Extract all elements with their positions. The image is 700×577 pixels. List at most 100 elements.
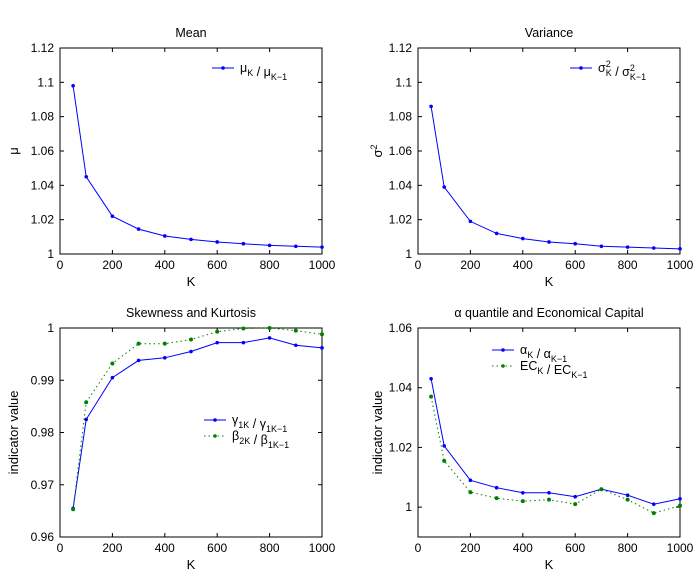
y-tick-label: 1.08	[389, 110, 413, 124]
data-point	[267, 326, 272, 330]
data-point	[84, 417, 88, 422]
data-point	[293, 328, 298, 333]
series-1	[71, 83, 324, 249]
data-point	[678, 496, 682, 501]
legend-label: β2K / β1K−1	[232, 429, 289, 450]
x-tick-label: 0	[57, 541, 64, 555]
data-point	[442, 444, 447, 448]
panel-2: Variance 0 200 400 600 800 1000 1 1.02 1.04 1.06 1.…	[369, 26, 694, 289]
panel-4: α quantile and Economical Capital 0 200 400…	[370, 306, 694, 572]
data-point	[429, 104, 433, 109]
x-tick-label: 600	[565, 541, 585, 555]
legend-entry-1: σ2 K / σ2 K−1	[570, 59, 646, 82]
legend-marker	[579, 66, 583, 70]
x-tick-label: 0	[415, 541, 422, 555]
data-point	[429, 394, 434, 399]
x-axis-label: K	[187, 557, 196, 572]
y-axis-label: σ2	[369, 144, 385, 157]
data-point	[468, 478, 473, 483]
data-point	[241, 326, 246, 331]
y-tick-label: 1.02	[389, 213, 413, 227]
data-point	[189, 237, 193, 242]
data-point	[71, 83, 75, 88]
x-tick-label: 600	[565, 258, 585, 272]
y-tick-label: 1.06	[389, 321, 413, 335]
data-point	[521, 236, 525, 241]
data-point	[215, 240, 219, 244]
data-point	[163, 234, 167, 238]
y-tick-label: 0.98	[31, 426, 55, 440]
data-point	[241, 241, 246, 246]
series-2	[71, 326, 324, 512]
legend-entry-1: αK / αK−1	[492, 343, 567, 364]
legend-marker	[501, 364, 505, 368]
data-point	[468, 490, 473, 495]
series-1	[71, 336, 324, 511]
x-tick-label: 400	[155, 258, 175, 272]
data-point	[110, 375, 115, 380]
data-point	[84, 400, 89, 405]
y-tick-label: 1	[405, 500, 412, 514]
y-tick-label: 1.02	[389, 440, 413, 454]
data-point	[320, 346, 324, 350]
panel-3: Skewness and Kurtosis 0 200 400 600 800 1000 0.…	[6, 306, 336, 572]
data-point	[267, 243, 272, 248]
data-point	[215, 340, 219, 345]
data-point	[215, 329, 220, 334]
series-line	[430, 378, 681, 505]
x-tick-label: 800	[618, 258, 638, 272]
axes-box	[417, 327, 681, 538]
data-point	[652, 246, 656, 250]
legend-label: γ1K / γ1K−1	[232, 413, 287, 434]
y-tick-label: 1.04	[389, 381, 413, 395]
x-tick-label: 800	[618, 541, 638, 555]
y-axis-label: μ	[6, 147, 21, 155]
series-line	[72, 327, 323, 510]
data-point	[442, 458, 447, 463]
y-tick-label: 0.99	[31, 373, 55, 387]
y-axis-label: indicator value	[370, 391, 385, 475]
y-tick-label: 1.06	[389, 144, 413, 158]
data-point	[625, 497, 630, 502]
y-axis-label: indicator value	[6, 391, 21, 475]
legend-label: ECK / ECK−1	[520, 359, 587, 380]
data-point	[651, 511, 656, 516]
y-tick-label: 1.02	[31, 213, 55, 227]
series-1	[429, 104, 682, 251]
y-tick-label: 1.12	[31, 41, 55, 55]
data-point	[442, 185, 447, 189]
data-point	[678, 503, 682, 508]
data-point	[494, 485, 499, 490]
data-point	[678, 247, 682, 251]
data-point	[625, 493, 630, 498]
data-point	[71, 507, 76, 512]
series-1	[429, 376, 682, 506]
x-tick-label: 0	[57, 258, 64, 272]
x-tick-label: 0	[415, 258, 422, 272]
data-point	[136, 358, 141, 363]
x-tick-label: 200	[102, 541, 122, 555]
data-point	[163, 355, 167, 360]
legend-marker	[213, 434, 217, 438]
data-point	[84, 174, 88, 179]
data-point	[573, 241, 577, 246]
legend-label: αK / αK−1	[520, 343, 567, 364]
chart-title: Variance	[525, 26, 573, 40]
data-point	[573, 502, 578, 507]
data-point	[625, 245, 630, 249]
series-line	[430, 106, 681, 250]
y-tick-label: 1.1	[395, 75, 412, 89]
data-point	[136, 227, 141, 231]
data-point	[110, 214, 115, 219]
data-point	[547, 240, 551, 244]
y-tick-label: 0.97	[31, 478, 55, 492]
legend-label: μK / μK−1	[240, 61, 287, 82]
legend-entry-1: μK / μK−1	[212, 61, 287, 82]
x-tick-label: 400	[155, 541, 175, 555]
data-point	[547, 491, 551, 495]
chart-title: Skewness and Kurtosis	[126, 306, 256, 320]
x-tick-label: 200	[460, 541, 480, 555]
data-point	[652, 502, 656, 506]
data-point	[599, 487, 604, 492]
data-point	[320, 332, 324, 337]
